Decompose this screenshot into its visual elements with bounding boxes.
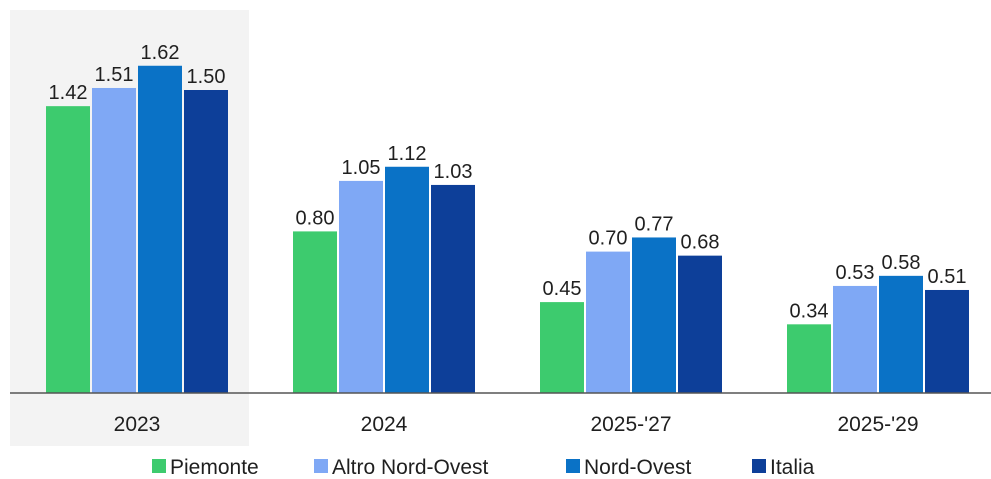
data-label-piemonte-2025-29: 0.34	[790, 300, 829, 322]
data-label-nord-ovest-2025-27: 0.77	[635, 213, 674, 235]
data-label-piemonte-2023: 1.42	[49, 82, 88, 104]
bar-nord-ovest-2025-27	[632, 237, 676, 393]
bar-italia-2024	[431, 184, 475, 393]
bar-nord-ovest-2024	[385, 166, 429, 393]
x-tick-2023: 2023	[114, 413, 161, 436]
bar-piemonte-2025-27	[540, 302, 584, 393]
data-label-italia-2023: 1.50	[187, 66, 226, 88]
bar-altro-nord-ovest-2023	[92, 87, 136, 393]
bar-altro-nord-ovest-2025-27	[586, 251, 630, 393]
data-labels: 1.42 1.51 1.62 1.50 0.80 1.05 1.12 1.03 0.45 0.70…	[49, 42, 967, 323]
legend-swatch-altro-nord-ovest	[314, 459, 328, 473]
bar-altro-nord-ovest-2024	[339, 180, 383, 393]
x-tick-2024: 2024	[361, 413, 408, 436]
data-label-italia-2025-27: 0.68	[681, 232, 720, 254]
x-tick-2025-27: 2025-'27	[590, 413, 671, 436]
data-label-italia-2024: 1.03	[434, 161, 473, 183]
bar-nord-ovest-2023	[138, 65, 182, 393]
legend: Piemonte Altro Nord-Ovest Nord-Ovest Italia	[152, 456, 815, 479]
bar-italia-2025-29	[925, 289, 969, 393]
bar-piemonte-2025-29	[787, 324, 831, 393]
data-label-nord-ovest-2024: 1.12	[388, 143, 427, 165]
data-label-altro-nord-ovest-2023: 1.51	[95, 64, 134, 86]
legend-label-nord-ovest: Nord-Ovest	[584, 456, 692, 479]
bar-italia-2025-27	[678, 255, 722, 393]
data-label-italia-2025-29: 0.51	[928, 266, 967, 288]
legend-swatch-nord-ovest	[566, 459, 580, 473]
legend-label-piemonte: Piemonte	[170, 456, 259, 479]
legend-label-altro-nord-ovest: Altro Nord-Ovest	[332, 456, 489, 479]
bar-piemonte-2024	[293, 231, 337, 393]
data-label-altro-nord-ovest-2024: 1.05	[342, 157, 381, 179]
legend-swatch-piemonte	[152, 459, 166, 473]
x-tick-labels: 2023 2024 2025-'27 2025-'29	[114, 413, 919, 436]
bar-italia-2023	[184, 90, 228, 393]
data-label-altro-nord-ovest-2025-27: 0.70	[589, 228, 628, 250]
legend-swatch-italia	[752, 459, 766, 473]
x-tick-2025-29: 2025-'29	[837, 413, 918, 436]
bar-piemonte-2023	[46, 106, 90, 393]
bar-nord-ovest-2025-29	[879, 275, 923, 393]
data-label-nord-ovest-2025-29: 0.58	[882, 252, 921, 274]
bar-altro-nord-ovest-2025-29	[833, 285, 877, 393]
legend-label-italia: Italia	[770, 456, 815, 479]
bars	[46, 65, 969, 393]
data-label-piemonte-2024: 0.80	[296, 207, 335, 229]
data-label-piemonte-2025-27: 0.45	[543, 278, 582, 300]
data-label-altro-nord-ovest-2025-29: 0.53	[836, 262, 875, 284]
data-label-nord-ovest-2023: 1.62	[141, 42, 180, 64]
